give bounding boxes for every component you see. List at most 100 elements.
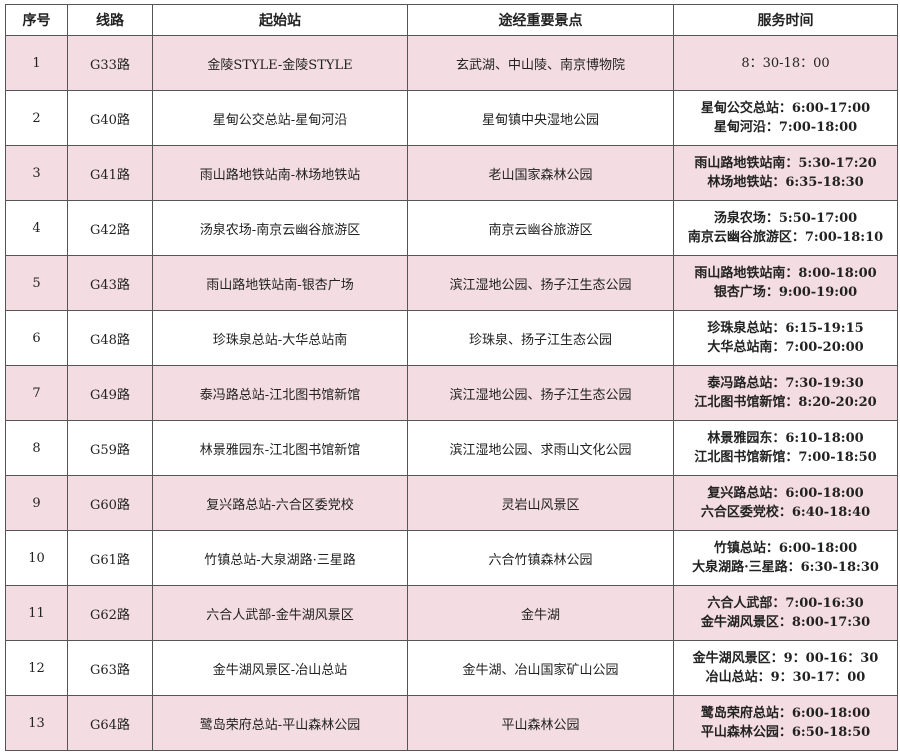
route-stations: 六合人武部-金牛湖风景区 <box>152 585 408 641</box>
service-time: 星甸公交总站：6:00-17:00 星甸河沿：7:00-18:00 <box>673 90 898 146</box>
service-time: 林景雅园东：6:10-18:00 江北图书馆新馆：7:00-18:50 <box>673 420 898 476</box>
line-name: G60路 <box>67 475 153 531</box>
row-number: 7 <box>5 365 68 421</box>
line-name: G42路 <box>67 200 153 256</box>
header-row: 序号 线路 起始站 途经重要景点 服务时间 <box>5 4 898 36</box>
service-time: 雨山路地铁站南：5:30-17:20 林场地铁站：6:35-18:30 <box>673 145 898 201</box>
sights: 平山森林公园 <box>407 695 674 751</box>
sights: 金牛湖 <box>407 585 674 641</box>
service-time-line: 冶山总站：9：30-17：00 <box>705 670 866 685</box>
service-time-line: 泰冯路总站：7:30-19:30 <box>707 376 864 391</box>
sights: 滨江湿地公园、求雨山文化公园 <box>407 420 674 476</box>
service-time: 竹镇总站：6:00-18:00 大泉湖路·三星路：6:30-18:30 <box>673 530 898 586</box>
route-stations: 泰冯路总站-江北图书馆新馆 <box>152 365 408 421</box>
service-time-line: 江北图书馆新馆：7:00-18:50 <box>694 450 877 465</box>
line-name: G62路 <box>67 585 153 641</box>
service-time-line: 南京云幽谷旅游区：7:00-18:10 <box>687 230 884 245</box>
row-number: 10 <box>5 530 68 586</box>
table-row: 10 G61路 竹镇总站-大泉湖路·三星路 六合竹镇森林公园 竹镇总站：6:00-18:… <box>5 530 898 586</box>
service-time: 雨山路地铁站南：8:00-18:00 银杏广场：9:00-19:00 <box>673 255 898 311</box>
header-line: 线路 <box>67 4 153 36</box>
table-row: 13 G64路 鹭岛荣府总站-平山森林公园 平山森林公园 鹭岛荣府总站：6:00-18:… <box>5 695 898 751</box>
service-time: 珍珠泉总站：6:15-19:15 大华总站南：7:00-20:00 <box>673 310 898 366</box>
sights: 滨江湿地公园、扬子江生态公园 <box>407 365 674 421</box>
line-name: G49路 <box>67 365 153 421</box>
row-number: 8 <box>5 420 68 476</box>
bus-routes-table: 序号 线路 起始站 途经重要景点 服务时间 1 G33路 金陵STYLE-金陵STY… <box>5 4 898 751</box>
service-time-line: 星甸公交总站：6:00-17:00 <box>700 101 871 116</box>
table-row: 8 G59路 林景雅园东-江北图书馆新馆 滨江湿地公园、求雨山文化公园 林景雅园东：6:… <box>5 420 898 476</box>
sights: 珍珠泉、扬子江生态公园 <box>407 310 674 366</box>
service-time-line: 六合区委党校：6:40-18:40 <box>700 505 871 520</box>
sights: 玄武湖、中山陵、南京博物院 <box>407 35 674 91</box>
table-row: 9 G60路 复兴路总站-六合区委党校 灵岩山风景区 复兴路总站：6:00-18:00 六… <box>5 475 898 531</box>
sights: 星甸镇中央湿地公园 <box>407 90 674 146</box>
line-name: G64路 <box>67 695 153 751</box>
route-stations: 珍珠泉总站-大华总站南 <box>152 310 408 366</box>
service-time-line: 林场地铁站：6:35-18:30 <box>707 175 864 190</box>
service-time-line: 六合人武部：7:00-16:30 <box>707 596 864 611</box>
line-name: G33路 <box>67 35 153 91</box>
service-time-line: 江北图书馆新馆：8:20-20:20 <box>694 395 877 410</box>
line-name: G43路 <box>67 255 153 311</box>
service-time: 8：30-18：00 <box>673 35 898 91</box>
sights: 滨江湿地公园、扬子江生态公园 <box>407 255 674 311</box>
row-number: 13 <box>5 695 68 751</box>
service-time-line: 大华总站南：7:00-20:00 <box>707 340 864 355</box>
sights: 老山国家森林公园 <box>407 145 674 201</box>
row-number: 2 <box>5 90 68 146</box>
service-time-line: 星甸河沿：7:00-18:00 <box>713 120 858 135</box>
service-time: 鹭岛荣府总站：6:00-18:00 平山森林公园：6:50-18:50 <box>673 695 898 751</box>
row-number: 3 <box>5 145 68 201</box>
table-row: 4 G42路 汤泉农场-南京云幽谷旅游区 南京云幽谷旅游区 汤泉农场：5:50-17:0… <box>5 200 898 256</box>
header-service-time: 服务时间 <box>673 4 898 36</box>
route-stations: 金牛湖风景区-冶山总站 <box>152 640 408 696</box>
route-stations: 星甸公交总站-星甸河沿 <box>152 90 408 146</box>
service-time: 六合人武部：7:00-16:30 金牛湖风景区：8:00-17:30 <box>673 585 898 641</box>
line-name: G40路 <box>67 90 153 146</box>
line-name: G61路 <box>67 530 153 586</box>
service-time-line: 珍珠泉总站：6:15-19:15 <box>707 321 864 336</box>
service-time-line: 林景雅园东：6:10-18:00 <box>707 431 864 446</box>
row-number: 1 <box>5 35 68 91</box>
table-row: 11 G62路 六合人武部-金牛湖风景区 金牛湖 六合人武部：7:00-16:30 金牛湖… <box>5 585 898 641</box>
table-row: 7 G49路 泰冯路总站-江北图书馆新馆 滨江湿地公园、扬子江生态公园 泰冯路总站：7:… <box>5 365 898 421</box>
service-time-line: 平山森林公园：6:50-18:50 <box>700 725 871 740</box>
header-no: 序号 <box>5 4 68 36</box>
service-time-line: 银杏广场：9:00-19:00 <box>713 285 858 300</box>
sights: 南京云幽谷旅游区 <box>407 200 674 256</box>
route-stations: 鹭岛荣府总站-平山森林公园 <box>152 695 408 751</box>
service-time: 复兴路总站：6:00-18:00 六合区委党校：6:40-18:40 <box>673 475 898 531</box>
route-stations: 竹镇总站-大泉湖路·三星路 <box>152 530 408 586</box>
table-row: 3 G41路 雨山路地铁站南-林场地铁站 老山国家森林公园 雨山路地铁站南：5:30-1… <box>5 145 898 201</box>
line-name: G59路 <box>67 420 153 476</box>
row-number: 11 <box>5 585 68 641</box>
service-time-line: 复兴路总站：6:00-18:00 <box>707 486 864 501</box>
table-row: 5 G43路 雨山路地铁站南-银杏广场 滨江湿地公园、扬子江生态公园 雨山路地铁站南：8… <box>5 255 898 311</box>
service-time-line: 大泉湖路·三星路：6:30-18:30 <box>692 560 879 575</box>
row-number: 6 <box>5 310 68 366</box>
route-stations: 汤泉农场-南京云幽谷旅游区 <box>152 200 408 256</box>
sights: 金牛湖、冶山国家矿山公园 <box>407 640 674 696</box>
service-time-line: 金牛湖风景区：8:00-17:30 <box>700 615 871 630</box>
route-stations: 林景雅园东-江北图书馆新馆 <box>152 420 408 476</box>
service-time: 金牛湖风景区：9：00-16：30 冶山总站：9：30-17：00 <box>673 640 898 696</box>
line-name: G41路 <box>67 145 153 201</box>
line-name: G63路 <box>67 640 153 696</box>
service-time-line: 雨山路地铁站南：8:00-18:00 <box>694 266 877 281</box>
service-time: 泰冯路总站：7:30-19:30 江北图书馆新馆：8:20-20:20 <box>673 365 898 421</box>
sights: 六合竹镇森林公园 <box>407 530 674 586</box>
header-route: 起始站 <box>152 4 408 36</box>
route-stations: 雨山路地铁站南-银杏广场 <box>152 255 408 311</box>
sights: 灵岩山风景区 <box>407 475 674 531</box>
service-time-line: 雨山路地铁站南：5:30-17:20 <box>694 156 877 171</box>
service-time: 汤泉农场：5:50-17:00 南京云幽谷旅游区：7:00-18:10 <box>673 200 898 256</box>
route-stations: 金陵STYLE-金陵STYLE <box>152 35 408 91</box>
table-row: 1 G33路 金陵STYLE-金陵STYLE 玄武湖、中山陵、南京博物院 8：30-18… <box>5 35 898 91</box>
service-time-line: 金牛湖风景区：9：00-16：30 <box>692 651 879 666</box>
table-row: 12 G63路 金牛湖风景区-冶山总站 金牛湖、冶山国家矿山公园 金牛湖风景区：9：00… <box>5 640 898 696</box>
service-time-line: 8：30-18：00 <box>741 55 830 71</box>
route-stations: 雨山路地铁站南-林场地铁站 <box>152 145 408 201</box>
row-number: 5 <box>5 255 68 311</box>
header-sights: 途经重要景点 <box>407 4 674 36</box>
